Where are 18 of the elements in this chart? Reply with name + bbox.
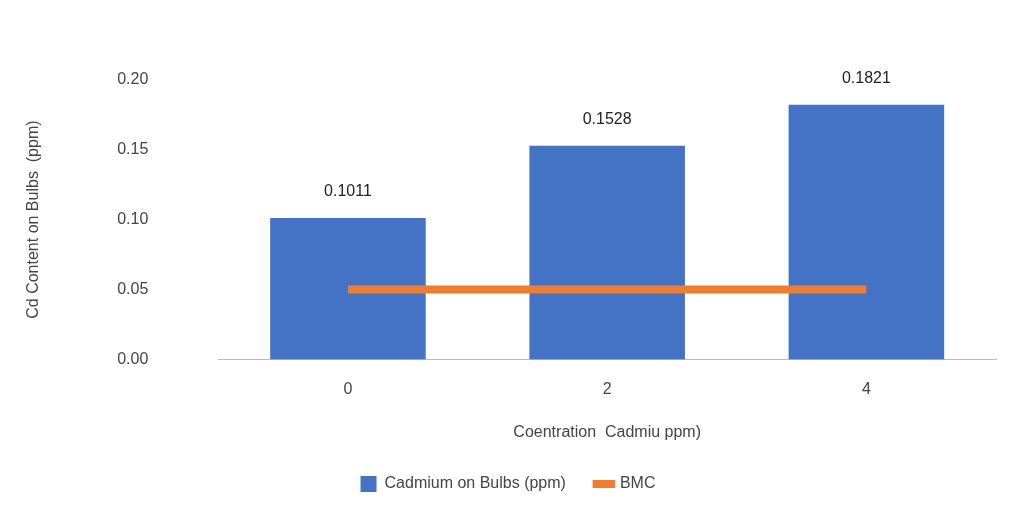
x-axis-title: Coentration Cadmiu ppm): [513, 422, 701, 440]
y-tick-label: 0.05: [117, 280, 149, 298]
bar: [270, 218, 426, 360]
y-tick-label: 0.15: [117, 140, 149, 158]
y-tick-label: 0.10: [117, 210, 149, 228]
y-tick-label: 0.00: [117, 350, 149, 368]
x-tick-label: 2: [602, 379, 612, 397]
data-label: 0.1528: [582, 110, 632, 128]
y-axis-title: Cd Content on Bulbs (ppm): [24, 120, 42, 319]
bar: [529, 145, 685, 360]
y-tick-label: 0.20: [117, 70, 149, 88]
x-tick-label: 4: [861, 379, 871, 397]
data-label: 0.1821: [841, 69, 891, 87]
legend-label: Cadmium on Bulbs (ppm): [384, 474, 566, 492]
legend-label: BMC: [619, 474, 656, 492]
x-tick-label: 0: [343, 379, 353, 397]
bar: [788, 104, 945, 360]
data-label: 0.1011: [324, 182, 372, 200]
